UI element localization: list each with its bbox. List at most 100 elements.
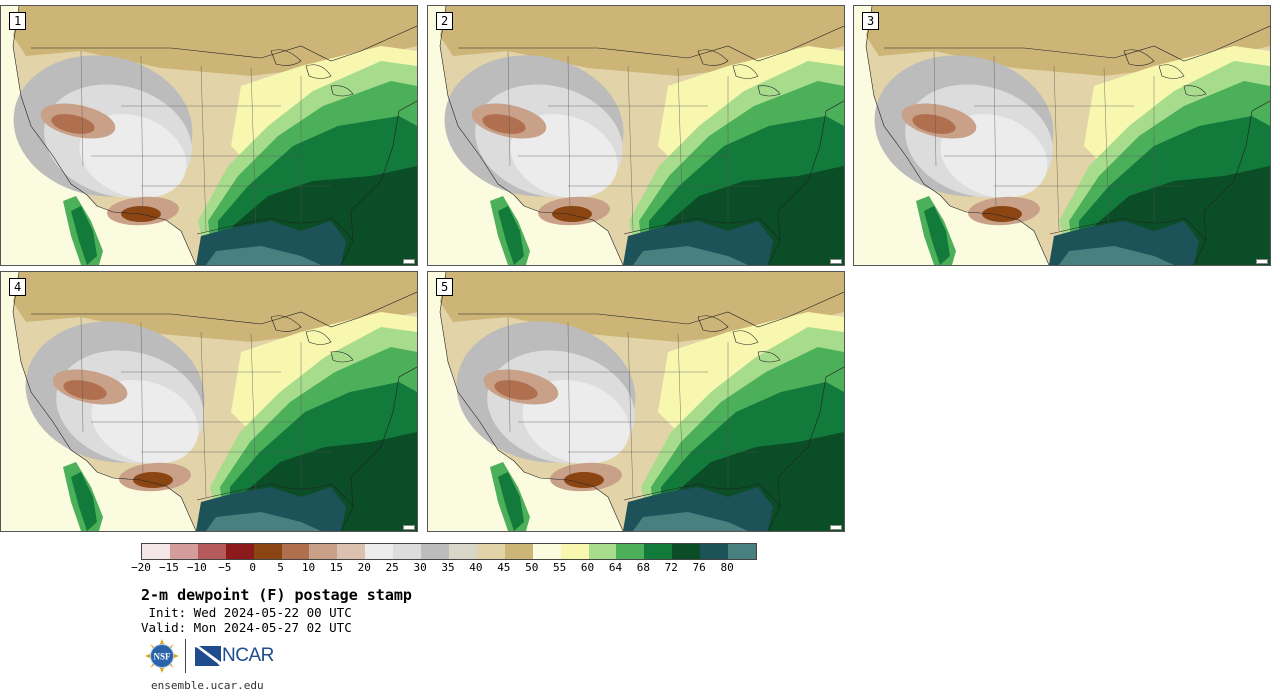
colorbar-tick-label: 40 <box>469 561 483 574</box>
dewpoint-region <box>71 472 97 531</box>
colorbar-swatch <box>588 544 617 559</box>
colorbar-tick-label: −5 <box>218 561 232 574</box>
map-panel-4[interactable]: 4 <box>0 271 418 532</box>
dewpoint-region <box>13 272 417 342</box>
map-panel-1[interactable]: 1 <box>0 5 418 266</box>
colorbar-tick-label: 45 <box>497 561 511 574</box>
panel-corner-mark <box>830 525 842 530</box>
colorbar-swatch <box>421 544 449 559</box>
colorbar-tick-label: 35 <box>441 561 455 574</box>
dewpoint-region <box>912 114 956 134</box>
colorbar-swatch <box>197 544 226 559</box>
map-borders <box>12 6 417 265</box>
colorbar-tick-label: 25 <box>385 561 399 574</box>
dewpoint-region <box>498 206 524 265</box>
map-borders <box>12 272 417 531</box>
dewpoint-region <box>440 6 844 76</box>
ncar-mark-icon <box>195 646 221 666</box>
logos: NSF NCAR <box>145 638 274 674</box>
colorbar-tick-label: −15 <box>158 561 179 574</box>
colorbar-swatch <box>309 544 338 559</box>
dewpoint-region <box>206 512 321 531</box>
plot-title: 2-m dewpoint (F) postage stamp <box>141 586 412 604</box>
dewpoint-map-4 <box>1 272 417 531</box>
colorbar-tick-label: 30 <box>413 561 427 574</box>
dewpoint-region <box>71 206 97 265</box>
panel-number-5: 5 <box>436 278 454 296</box>
dewpoint-region <box>866 6 1270 76</box>
map-borders <box>439 6 844 265</box>
colorbar-tick-label: 60 <box>580 561 595 574</box>
ncar-logo: NCAR <box>195 645 274 667</box>
dewpoint-region <box>552 206 592 222</box>
colorbar-swatch <box>253 544 282 559</box>
colorbar-tick-label: 0 <box>249 561 256 574</box>
nsf-logo-icon: NSF <box>145 639 179 673</box>
colorbar-tick-label: 64 <box>608 561 623 574</box>
panel-number-4: 4 <box>9 278 27 296</box>
colorbar-swatch <box>337 544 366 559</box>
site-url: ensemble.ucar.edu <box>151 679 264 692</box>
colorbar-tick-label: 10 <box>301 561 316 574</box>
colorbar <box>141 543 757 560</box>
colorbar-swatch <box>616 544 645 559</box>
colorbar-swatch <box>365 544 394 559</box>
map-panel-5[interactable]: 5 <box>427 271 845 532</box>
colorbar-ticks: −20 −15 −10 −5 0 5 10 15 20 25 30 35 40 45 50 55 60 64 68 7… <box>131 561 755 575</box>
colorbar-swatch <box>476 544 505 559</box>
map-borders <box>439 272 844 531</box>
map-panel-3[interactable]: 3 <box>853 5 1271 266</box>
valid-time: Valid: Mon 2024-05-27 02 UTC <box>141 620 352 635</box>
colorbar-swatch <box>281 544 310 559</box>
colorbar-swatch <box>560 544 589 559</box>
dewpoint-map-2 <box>428 6 844 265</box>
panel-number-1: 1 <box>9 12 27 30</box>
map-borders <box>865 6 1270 265</box>
dewpoint-region <box>63 380 107 400</box>
colorbar-tick-label: 55 <box>553 561 567 574</box>
dewpoint-region <box>633 512 748 531</box>
colorbar-tick-label: −10 <box>186 561 207 574</box>
panel-number-3: 3 <box>862 12 880 30</box>
dewpoint-region <box>482 114 526 134</box>
colorbar-swatch <box>448 544 477 559</box>
dewpoint-map-1 <box>1 6 417 265</box>
panel-corner-mark <box>403 525 415 530</box>
map-panel-2[interactable]: 2 <box>427 5 845 266</box>
dewpoint-region <box>633 246 748 265</box>
colorbar-swatch <box>504 544 533 559</box>
colorbar-swatch <box>169 544 198 559</box>
panel-number-2: 2 <box>436 12 454 30</box>
dewpoint-map-5 <box>428 272 844 531</box>
ncar-logo-text: NCAR <box>222 645 274 666</box>
dewpoint-region <box>1059 246 1174 265</box>
dewpoint-region <box>13 6 417 76</box>
colorbar-swatch <box>393 544 422 559</box>
dewpoint-region <box>982 206 1022 222</box>
colorbar-tick-label: 20 <box>357 561 371 574</box>
panel-corner-mark <box>403 259 415 264</box>
colorbar-swatch <box>532 544 561 559</box>
dewpoint-map-3 <box>854 6 1270 265</box>
colorbar-swatch <box>142 544 170 559</box>
colorbar-tick-label: 76 <box>692 561 706 574</box>
colorbar-tick-label: 72 <box>664 561 678 574</box>
colorbar-tick-label: 80 <box>720 561 734 574</box>
colorbar-swatch <box>225 544 254 559</box>
panel-corner-mark <box>830 259 842 264</box>
colorbar-tick-label: −20 <box>131 561 151 574</box>
dewpoint-region <box>924 206 950 265</box>
colorbar-swatch <box>672 544 701 559</box>
dewpoint-region <box>494 380 538 400</box>
dewpoint-region <box>564 472 604 488</box>
colorbar-swatch <box>644 544 673 559</box>
colorbar-swatch <box>700 544 729 559</box>
dewpoint-region <box>498 472 524 531</box>
init-time: Init: Wed 2024-05-22 00 UTC <box>141 605 352 620</box>
colorbar-swatch <box>728 544 756 559</box>
colorbar-tick-label: 50 <box>525 561 539 574</box>
dewpoint-region <box>51 114 95 134</box>
colorbar-tick-label: 15 <box>329 561 343 574</box>
svg-text:NSF: NSF <box>153 652 171 662</box>
colorbar-tick-label: 68 <box>636 561 650 574</box>
